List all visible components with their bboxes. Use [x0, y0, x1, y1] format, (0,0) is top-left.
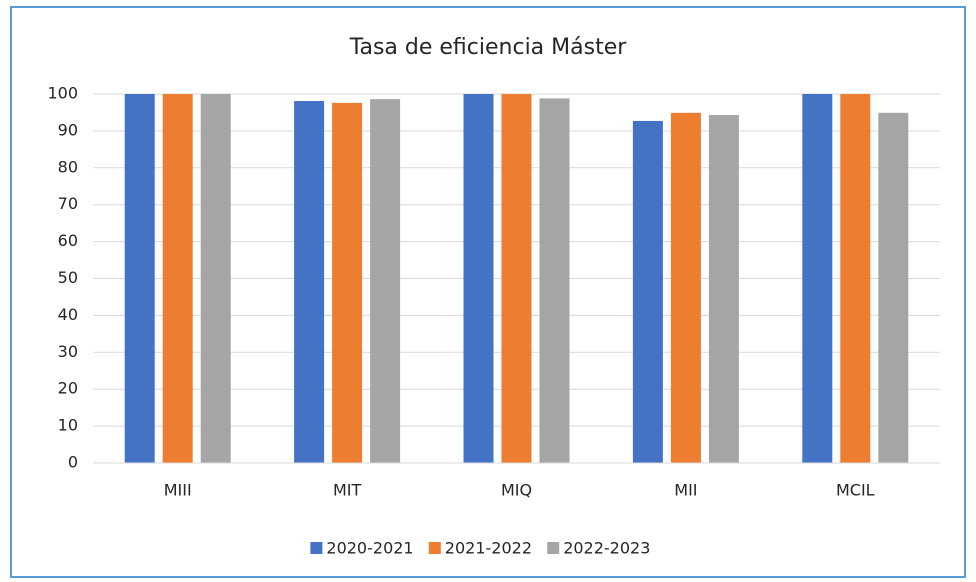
- bar: [802, 94, 833, 463]
- bar: [124, 94, 155, 463]
- bar: [370, 99, 401, 463]
- bar: [708, 115, 739, 464]
- y-tick-label: 10: [58, 416, 78, 435]
- x-tick-label: MIT: [333, 481, 362, 500]
- legend-swatch: [547, 542, 560, 554]
- y-tick-label: 60: [58, 231, 78, 250]
- bar: [878, 112, 909, 463]
- bar: [294, 101, 325, 464]
- bar: [200, 94, 231, 463]
- bar: [501, 94, 532, 463]
- bar: [840, 94, 871, 463]
- bar: [539, 98, 570, 463]
- x-tick-label: MIQ: [501, 481, 532, 500]
- y-tick-label: 30: [58, 342, 78, 361]
- y-tick-label: 0: [68, 453, 78, 472]
- bar: [162, 94, 193, 463]
- legend-label: 2022-2023: [563, 539, 650, 558]
- legend-label: 2020-2021: [326, 539, 413, 558]
- legend-label: 2021-2022: [445, 539, 532, 558]
- chart-title: Tasa de eficiencia Máster: [349, 35, 628, 60]
- y-tick-label: 50: [58, 268, 78, 287]
- bar: [463, 94, 494, 463]
- bar: [632, 120, 663, 463]
- bar: [670, 112, 701, 463]
- y-tick-label: 90: [58, 120, 78, 139]
- y-tick-label: 20: [58, 379, 78, 398]
- x-tick-label: MCIL: [836, 481, 875, 500]
- bar: [332, 102, 363, 463]
- y-tick-label: 40: [58, 305, 78, 324]
- x-tick-label: MII: [674, 481, 697, 500]
- y-tick-label: 70: [58, 194, 78, 213]
- x-tick-label: MIII: [164, 481, 192, 500]
- legend-swatch: [428, 542, 441, 554]
- legend-swatch: [310, 542, 323, 554]
- y-tick-label: 80: [58, 157, 78, 176]
- y-tick-label: 100: [47, 84, 78, 103]
